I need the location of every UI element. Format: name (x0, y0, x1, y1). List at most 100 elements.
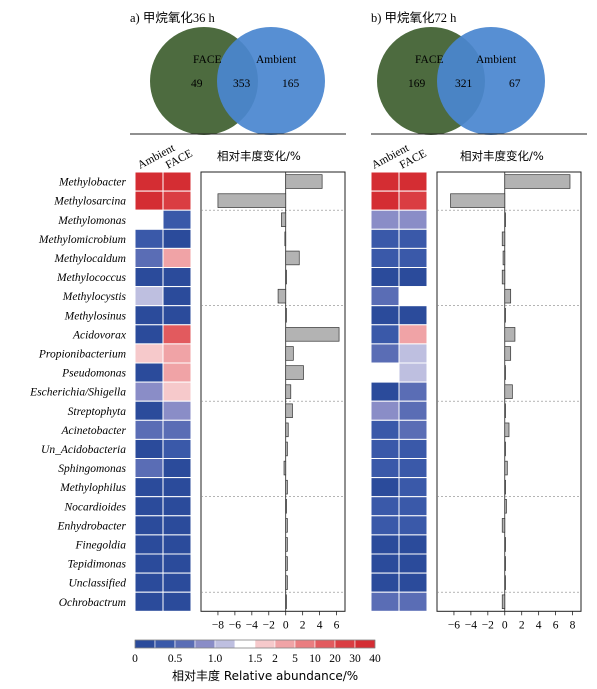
colorbar-tick-label: 2 (272, 653, 278, 665)
row-label: Nocardioides (63, 501, 126, 513)
heatmap-cell (134, 458, 164, 479)
heatmap-cell (398, 553, 428, 574)
heatmap-cell (134, 228, 164, 249)
row-label: Ochrobactrum (59, 597, 126, 609)
colorbar-tick-label: 5 (292, 653, 298, 665)
heatmap-cell (398, 247, 428, 268)
heatmap-cell (134, 343, 164, 364)
bar-b-bar (502, 250, 506, 266)
heatmap-cell (370, 190, 400, 211)
bar-b-bar (501, 231, 506, 247)
bar-b-bar (501, 594, 506, 609)
heatmap-cell (398, 362, 428, 383)
bar-b-tick-label: 4 (536, 619, 542, 631)
bar-b-bar (504, 384, 513, 399)
heatmap-cell (398, 190, 428, 211)
bar-b-bar (501, 269, 506, 285)
heatmap-cell (398, 343, 428, 364)
bar-b-bar (504, 575, 506, 590)
heatmap-cell (398, 400, 428, 421)
bar-b-tick-label: 2 (519, 619, 525, 631)
heatmap-cell (370, 591, 400, 612)
venn-a-ambient-label: Ambient (256, 54, 297, 66)
heatmap-cell (398, 419, 428, 440)
heatmap-cell (134, 209, 164, 230)
heatmap-cell (134, 267, 164, 288)
row-label: Methylophilus (59, 482, 126, 494)
bar-a-bar (285, 365, 304, 380)
heatmap-cell (398, 286, 428, 307)
panel-a-title: a) 甲烷氧化36 h (130, 11, 215, 25)
colorbar-segment (294, 639, 316, 649)
heatmap-cell (370, 171, 400, 192)
heatmap-cell (162, 438, 192, 459)
colorbar-label: 相对丰度 Relative abundance/% (172, 668, 358, 683)
venn-b-face-label: FACE (415, 54, 444, 66)
colorbar-tick-label: 0 (132, 653, 138, 665)
row-label: Methylomicrobium (38, 234, 126, 246)
heatmap-cell (162, 267, 192, 288)
bar-a-bar (285, 174, 323, 189)
bar-b-axis-label: 相对丰度变化/% (460, 149, 544, 163)
venn-b-shared: 321 (455, 78, 473, 90)
colorbar-tick-label: 1.0 (208, 653, 223, 665)
venn-a-ambient-circle (217, 27, 325, 135)
heatmap-cell (134, 247, 164, 268)
bar-b-bar (504, 556, 506, 571)
heatmap-cell (162, 228, 192, 249)
heatmap-cell (370, 381, 400, 402)
heatmap-cell (162, 362, 192, 383)
heatmap-cell (370, 515, 400, 536)
heatmap-cell (134, 572, 164, 593)
colorbar-segment (194, 639, 216, 649)
colorbar-frame (134, 639, 376, 649)
heatmap-cell (162, 534, 192, 555)
bar-b-bar (501, 518, 506, 533)
heatmap-cell (162, 324, 192, 345)
heatmap-cell (398, 572, 428, 593)
bar-a-tick-label: −4 (246, 619, 258, 631)
bar-a-bar (281, 212, 287, 227)
venn-b-ambient-circle (437, 27, 545, 135)
venn-a-ambient-only: 165 (282, 78, 300, 90)
bar-b-bar (504, 346, 512, 361)
heatmap-cell (370, 572, 400, 593)
heatmap-cell (398, 381, 428, 402)
bar-a-bar (285, 499, 287, 514)
heatmap-cell (398, 438, 428, 459)
heatmap-cell (398, 228, 428, 249)
bar-a-bar (285, 575, 288, 590)
heatmap-cell (370, 477, 400, 498)
colorbar: 0 0.5 1.0 1.5 2 5 10 20 30 40 (132, 639, 381, 665)
heatmap-cell (370, 362, 400, 383)
heatmap-cell (398, 171, 428, 192)
bar-a-bar (285, 269, 287, 285)
heatmap-cell (162, 477, 192, 498)
heatmap-cell (162, 286, 192, 307)
bar-b-bar (504, 479, 506, 495)
row-label: Methylocaldum (53, 253, 126, 265)
heatmap-cell (162, 247, 192, 268)
row-label: Propionibacterium (38, 348, 126, 360)
venn-b-face-only: 169 (408, 78, 426, 90)
heatmap-cell (162, 343, 192, 364)
bar-a-bar (285, 403, 293, 418)
bar-chart-a: −8 −6 −4 −2 0 2 4 6 (200, 171, 346, 631)
bar-a-frame (200, 171, 346, 612)
row-label: Finegoldia (75, 539, 127, 551)
venn-b-ambient-label: Ambient (476, 54, 517, 66)
bar-b-tick-label: 6 (553, 619, 559, 631)
row-label: Methylobacter (58, 177, 127, 189)
bar-a-tick-label: 6 (334, 619, 340, 631)
row-label: Methylococcus (56, 272, 126, 284)
colorbar-tick-label: 10 (309, 653, 321, 665)
bar-b-tick-label: 0 (502, 619, 508, 631)
colorbar-segment (314, 639, 336, 649)
colorbar-segment (334, 639, 356, 649)
heatmap-cell (134, 534, 164, 555)
heatmap-cell (134, 419, 164, 440)
colorbar-segment (174, 639, 196, 649)
heatmap-cell (134, 190, 164, 211)
heatmap-cell (370, 553, 400, 574)
